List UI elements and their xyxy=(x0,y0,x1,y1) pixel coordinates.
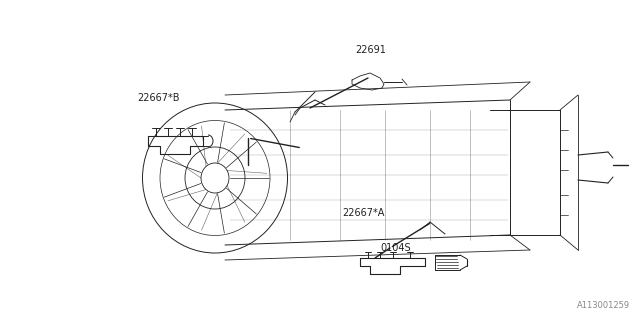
Text: 0104S: 0104S xyxy=(381,243,412,253)
Text: 22691: 22691 xyxy=(355,44,386,55)
Text: A113001259: A113001259 xyxy=(577,301,630,310)
Text: 22667*B: 22667*B xyxy=(138,92,180,103)
Text: 22667*A: 22667*A xyxy=(342,208,385,218)
